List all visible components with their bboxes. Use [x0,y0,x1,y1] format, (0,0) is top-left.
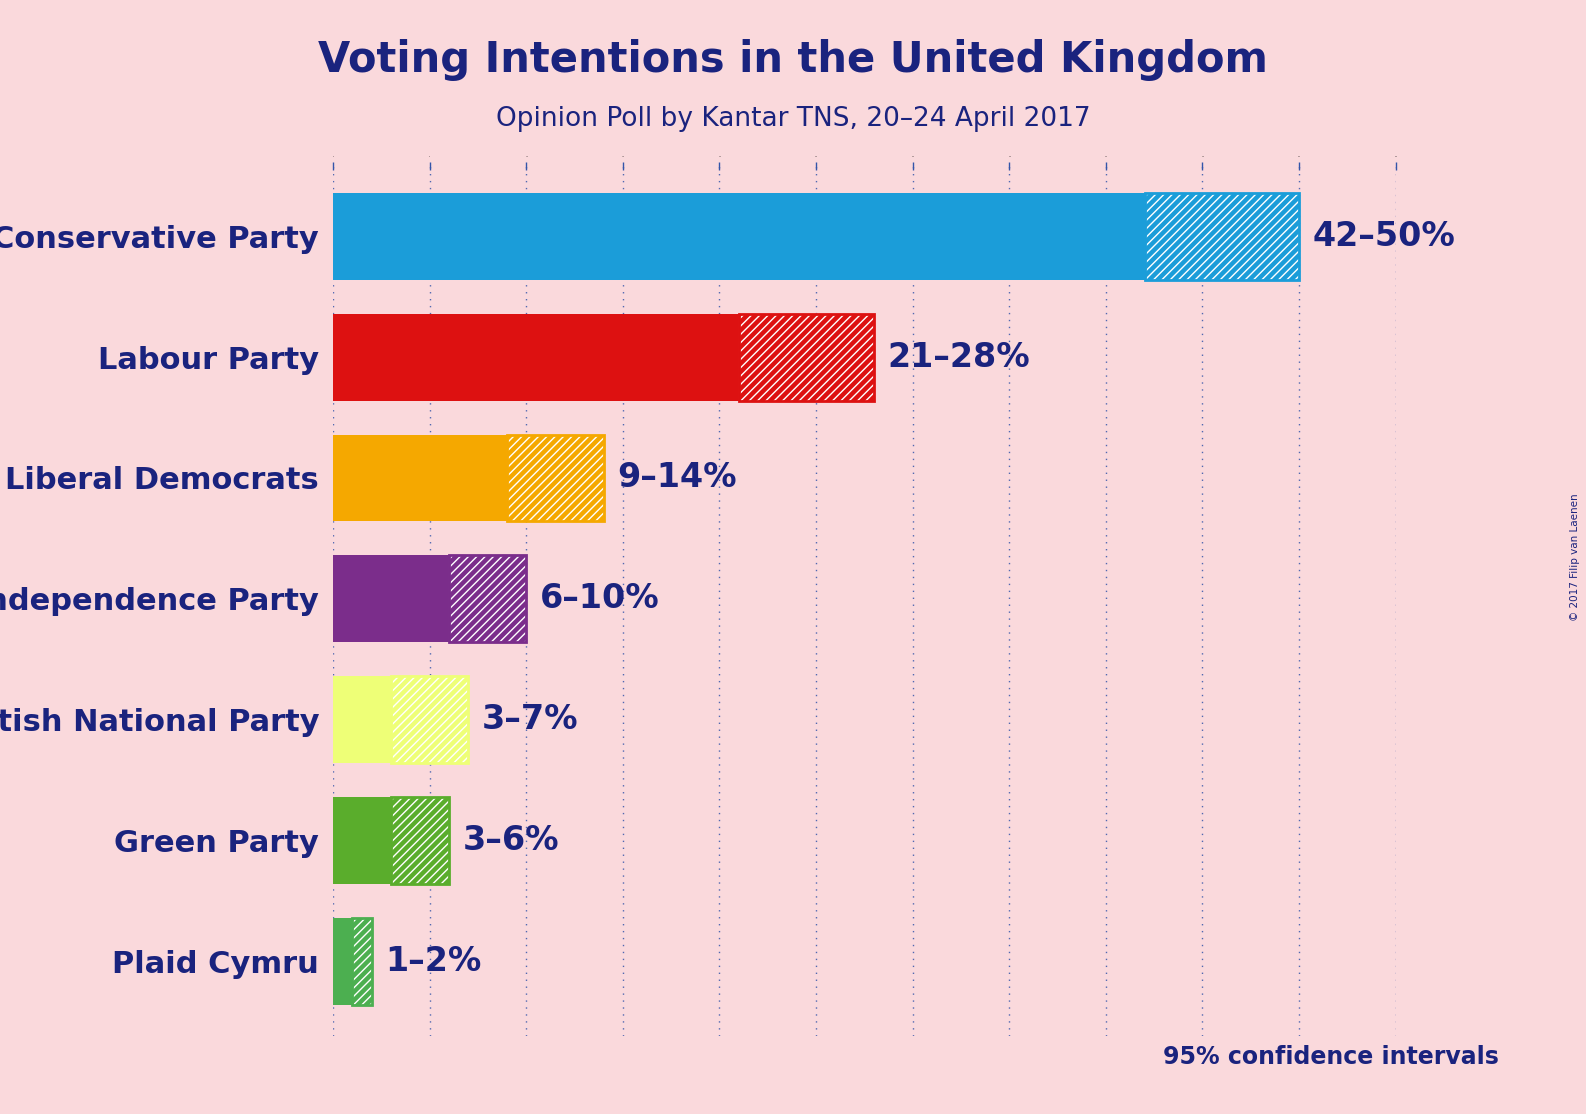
Bar [352,918,371,1005]
Text: 3–6%: 3–6% [463,824,558,857]
Bar [333,193,1145,280]
Text: 1–2%: 1–2% [385,945,482,978]
Text: 9–14%: 9–14% [617,461,736,495]
Bar [1145,193,1299,280]
Text: © 2017 Filip van Laenen: © 2017 Filip van Laenen [1570,494,1580,620]
Bar [739,314,874,401]
Text: 42–50%: 42–50% [1313,219,1456,253]
Bar [449,555,527,643]
Bar [333,676,392,763]
Bar [333,797,392,883]
Bar [352,918,371,1005]
Text: Opinion Poll by Kantar TNS, 20–24 April 2017: Opinion Poll by Kantar TNS, 20–24 April … [496,106,1090,131]
Bar [333,434,508,521]
Bar [333,918,352,1005]
Bar [392,797,449,883]
Text: 21–28%: 21–28% [888,341,1031,373]
Bar [333,555,449,643]
Bar [392,676,468,763]
Bar [739,314,874,401]
Bar [1145,193,1299,280]
Bar [392,797,449,883]
Bar [449,555,527,643]
Text: 3–7%: 3–7% [482,703,579,736]
Bar [508,434,604,521]
Bar [392,676,468,763]
Bar [449,555,527,643]
Bar [739,314,874,401]
Bar [508,434,604,521]
Text: 95% confidence intervals: 95% confidence intervals [1163,1045,1499,1069]
Bar [352,918,371,1005]
Bar [333,314,739,401]
Text: Voting Intentions in the United Kingdom: Voting Intentions in the United Kingdom [319,39,1267,81]
Bar [1145,193,1299,280]
Bar [392,797,449,883]
Bar [392,676,468,763]
Bar [508,434,604,521]
Text: 6–10%: 6–10% [539,583,660,615]
